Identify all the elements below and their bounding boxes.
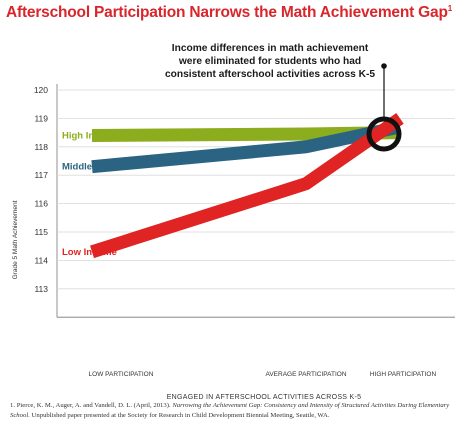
y-axis-label: Grade 5 Math Achievement bbox=[12, 200, 19, 279]
y-tick-label-116: 116 bbox=[34, 199, 48, 209]
footnote-title: Narrowing the Achievement Gap: Consisten… bbox=[10, 402, 450, 419]
x-axis-label: ENGAGED IN AFTERSCHOOL ACTIVITIES ACROSS… bbox=[167, 394, 362, 401]
footnote-suffix: Unpublished paper presented at the Socie… bbox=[31, 412, 330, 419]
series-label-high-income: High Income bbox=[62, 130, 119, 141]
title-footnote-marker: 1 bbox=[447, 4, 452, 13]
x-tick-label-3: HIGH PARTICIPATION bbox=[370, 371, 437, 378]
highlight-circle bbox=[366, 116, 402, 152]
footnote-prefix: 1. Pierce, K. M., Auger, A. and Vandell,… bbox=[10, 402, 171, 409]
annotation-line-3: consistent afterschool activities across… bbox=[165, 69, 375, 80]
annotation-line-2: were eliminated for students who had bbox=[178, 56, 361, 67]
series-label-middle-income: Middle Income bbox=[62, 162, 128, 173]
y-tick-label-119: 119 bbox=[34, 113, 48, 123]
chart-title: Afterschool Participation Narrows the Ma… bbox=[6, 4, 452, 22]
callout-dot bbox=[381, 63, 387, 69]
y-tick-label-115: 115 bbox=[34, 227, 48, 237]
series-label-low-income: Low Income bbox=[62, 247, 117, 258]
y-tick-label-113: 113 bbox=[34, 284, 48, 294]
x-tick-label-1: LOW PARTICIPATION bbox=[89, 371, 154, 378]
footnote: 1. Pierce, K. M., Auger, A. and Vandell,… bbox=[10, 401, 456, 421]
y-tick-label-114: 114 bbox=[34, 255, 48, 265]
x-tick-label-2: AVERAGE PARTICIPATION bbox=[265, 371, 346, 378]
annotation-line-1: Income differences in math achievement bbox=[172, 43, 369, 54]
y-tick-label-117: 117 bbox=[34, 170, 48, 180]
y-tick-label-118: 118 bbox=[34, 142, 48, 152]
y-tick-label-120: 120 bbox=[34, 85, 48, 95]
